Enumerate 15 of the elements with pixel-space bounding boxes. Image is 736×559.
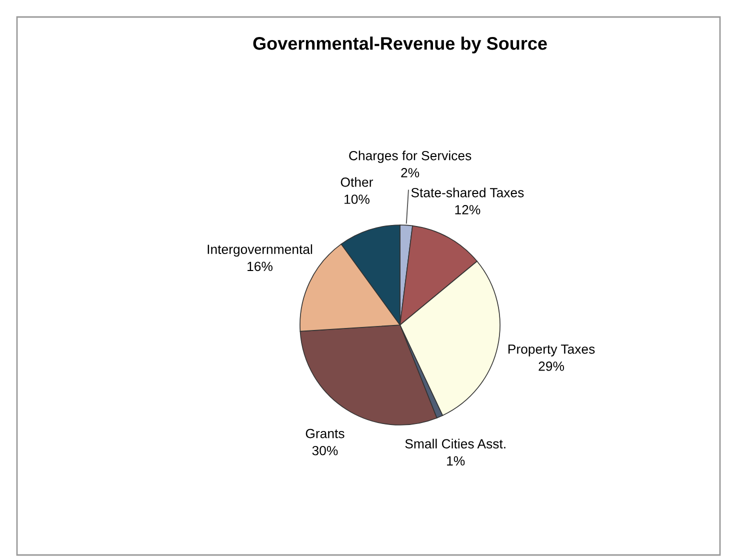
data-label: 29%: [538, 362, 564, 371]
slice-label: Charges for Services: [349, 150, 472, 163]
slice-label: State-shared Taxes: [411, 188, 524, 198]
data-label: 16%: [248, 262, 272, 272]
data-label: 12%: [455, 205, 480, 214]
slice-label: Intergovernmental: [208, 244, 312, 257]
chart-title: Governmental-Revenue by Source: [253, 36, 547, 54]
data-label: 30%: [312, 446, 338, 456]
slice-label: Other: [340, 177, 374, 187]
data-label: 10%: [344, 194, 370, 204]
slice-label: Property Taxes: [508, 344, 595, 356]
data-label: 2%: [401, 168, 420, 178]
slice-label: Grants: [306, 428, 344, 438]
data-label: 1%: [447, 456, 465, 466]
slice-label: Small Cities Asst.: [405, 438, 506, 448]
